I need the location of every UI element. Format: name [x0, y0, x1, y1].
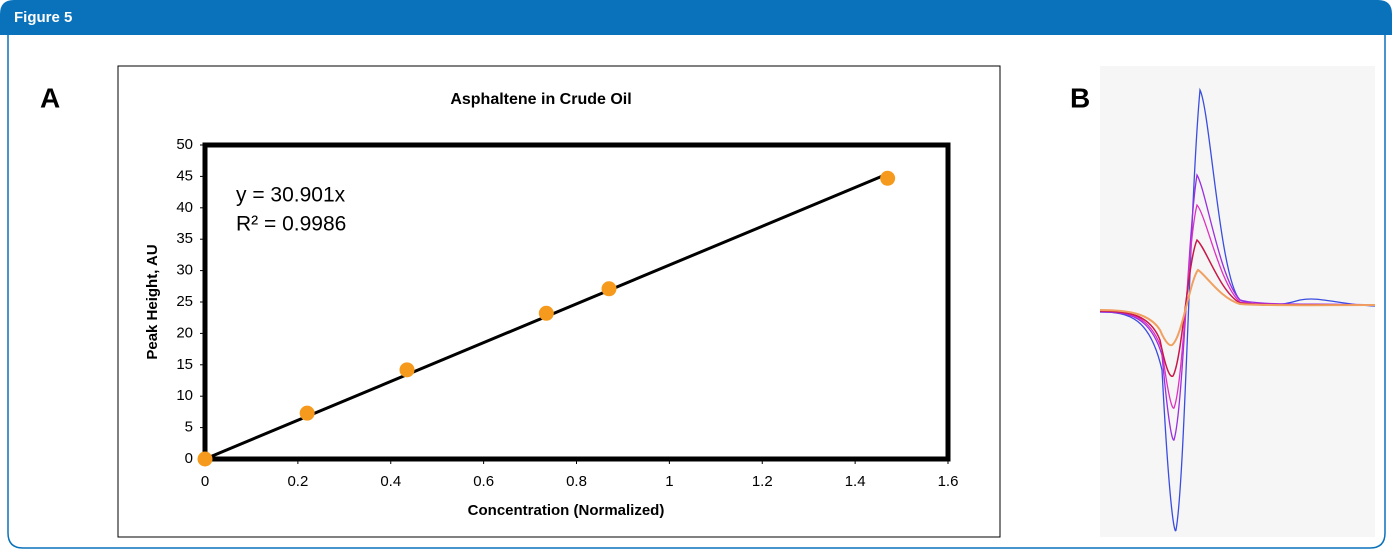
y-tick-label: 35	[176, 230, 193, 247]
panel-label: A	[40, 82, 60, 113]
data-point	[197, 451, 213, 467]
header-bar	[0, 0, 1392, 35]
panel-label: B	[1070, 82, 1090, 113]
y-tick-label: 10	[176, 387, 193, 404]
y-tick-label: 30	[176, 262, 193, 279]
y-axis-label: Peak Height, AU	[144, 244, 161, 359]
x-tick-label: 1.4	[845, 473, 866, 490]
data-point	[601, 281, 617, 297]
x-tick-label: 0.4	[380, 473, 401, 490]
header-title: Figure 5	[14, 9, 72, 26]
spectrum-line	[1099, 268, 1376, 347]
frame	[7, 35, 1386, 549]
spectrum-panel	[1099, 66, 1376, 537]
y-tick-label: 5	[185, 419, 193, 436]
chart-area	[117, 65, 1001, 538]
x-tick-label: 0.8	[566, 473, 587, 490]
y-tick-label: 15	[176, 356, 193, 373]
y-tick-label: 45	[176, 167, 193, 184]
x-tick-label: 1.6	[938, 473, 959, 490]
data-point	[538, 305, 554, 321]
y-tick-label: 25	[176, 293, 193, 310]
data-point	[880, 170, 896, 186]
x-tick-label: 1	[665, 473, 673, 490]
y-tick-label: 40	[176, 199, 193, 216]
x-tick-label: 0.2	[287, 473, 308, 490]
y-tick-label: 50	[176, 136, 193, 153]
chart-title: Asphaltene in Crude Oil	[450, 91, 631, 108]
data-point	[399, 362, 415, 378]
x-axis-label: Concentration (Normalized)	[468, 502, 665, 519]
annotation: y = 30.901x	[236, 184, 346, 207]
annotation: R² = 0.9986	[236, 213, 346, 236]
x-tick-label: 1.2	[752, 473, 773, 490]
x-tick-label: 0.6	[473, 473, 494, 490]
x-tick-label: 0	[201, 473, 209, 490]
data-point	[299, 405, 315, 421]
plot-border	[202, 142, 951, 462]
y-tick-label: 20	[176, 324, 193, 341]
y-tick-label: 0	[185, 450, 193, 467]
